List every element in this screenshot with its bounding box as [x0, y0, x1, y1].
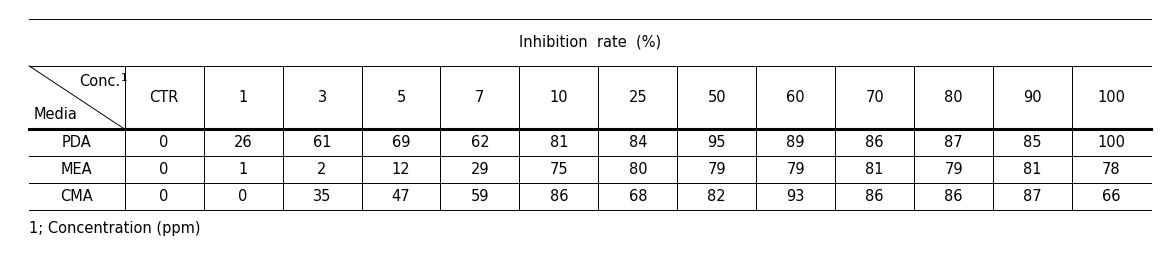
Text: 0: 0: [160, 135, 169, 150]
Text: 61: 61: [312, 135, 331, 150]
Text: 29: 29: [471, 162, 489, 177]
Text: 89: 89: [786, 135, 805, 150]
Text: 87: 87: [945, 135, 963, 150]
Text: 100: 100: [1097, 135, 1125, 150]
Text: 93: 93: [786, 189, 805, 204]
Text: 1: 1: [239, 162, 248, 177]
Text: 80: 80: [945, 90, 963, 105]
Text: 81: 81: [1023, 162, 1042, 177]
Text: 78: 78: [1102, 162, 1121, 177]
Text: 26: 26: [234, 135, 253, 150]
Text: 7: 7: [475, 90, 485, 105]
Text: 100: 100: [1097, 90, 1125, 105]
Text: Media: Media: [34, 107, 78, 122]
Text: 10: 10: [550, 90, 569, 105]
Text: 0: 0: [239, 189, 248, 204]
Text: 84: 84: [629, 135, 647, 150]
Text: 86: 86: [550, 189, 569, 204]
Text: MEA: MEA: [61, 162, 93, 177]
Text: 68: 68: [629, 189, 647, 204]
Text: 69: 69: [391, 135, 410, 150]
Text: 90: 90: [1023, 90, 1042, 105]
Text: 62: 62: [471, 135, 489, 150]
Text: 1: 1: [121, 73, 128, 83]
Text: 50: 50: [707, 90, 726, 105]
Text: 66: 66: [1102, 189, 1121, 204]
Text: 2: 2: [317, 162, 326, 177]
Text: 80: 80: [629, 162, 647, 177]
Text: 60: 60: [786, 90, 805, 105]
Text: 0: 0: [160, 189, 169, 204]
Text: 59: 59: [471, 189, 489, 204]
Text: 79: 79: [945, 162, 963, 177]
Text: 79: 79: [707, 162, 726, 177]
Text: 86: 86: [866, 135, 884, 150]
Text: 86: 86: [866, 189, 884, 204]
Text: 1: 1: [239, 90, 248, 105]
Text: 3: 3: [318, 90, 326, 105]
Text: CTR: CTR: [149, 90, 178, 105]
Text: 81: 81: [550, 135, 569, 150]
Text: 95: 95: [707, 135, 726, 150]
Text: 25: 25: [629, 90, 647, 105]
Text: Inhibition  rate  (%): Inhibition rate (%): [520, 35, 661, 50]
Text: 81: 81: [866, 162, 884, 177]
Text: 1; Concentration (ppm): 1; Concentration (ppm): [29, 221, 200, 236]
Text: 47: 47: [391, 189, 410, 204]
Text: 70: 70: [866, 90, 884, 105]
Text: CMA: CMA: [61, 189, 93, 204]
Text: 87: 87: [1023, 189, 1042, 204]
Text: 5: 5: [396, 90, 405, 105]
Text: 82: 82: [707, 189, 726, 204]
Text: 0: 0: [160, 162, 169, 177]
Text: 35: 35: [313, 189, 331, 204]
Text: Conc.: Conc.: [79, 74, 120, 89]
Text: 12: 12: [391, 162, 410, 177]
Text: PDA: PDA: [62, 135, 92, 150]
Text: 75: 75: [550, 162, 569, 177]
Text: 85: 85: [1023, 135, 1042, 150]
Text: 86: 86: [945, 189, 963, 204]
Text: 79: 79: [786, 162, 805, 177]
